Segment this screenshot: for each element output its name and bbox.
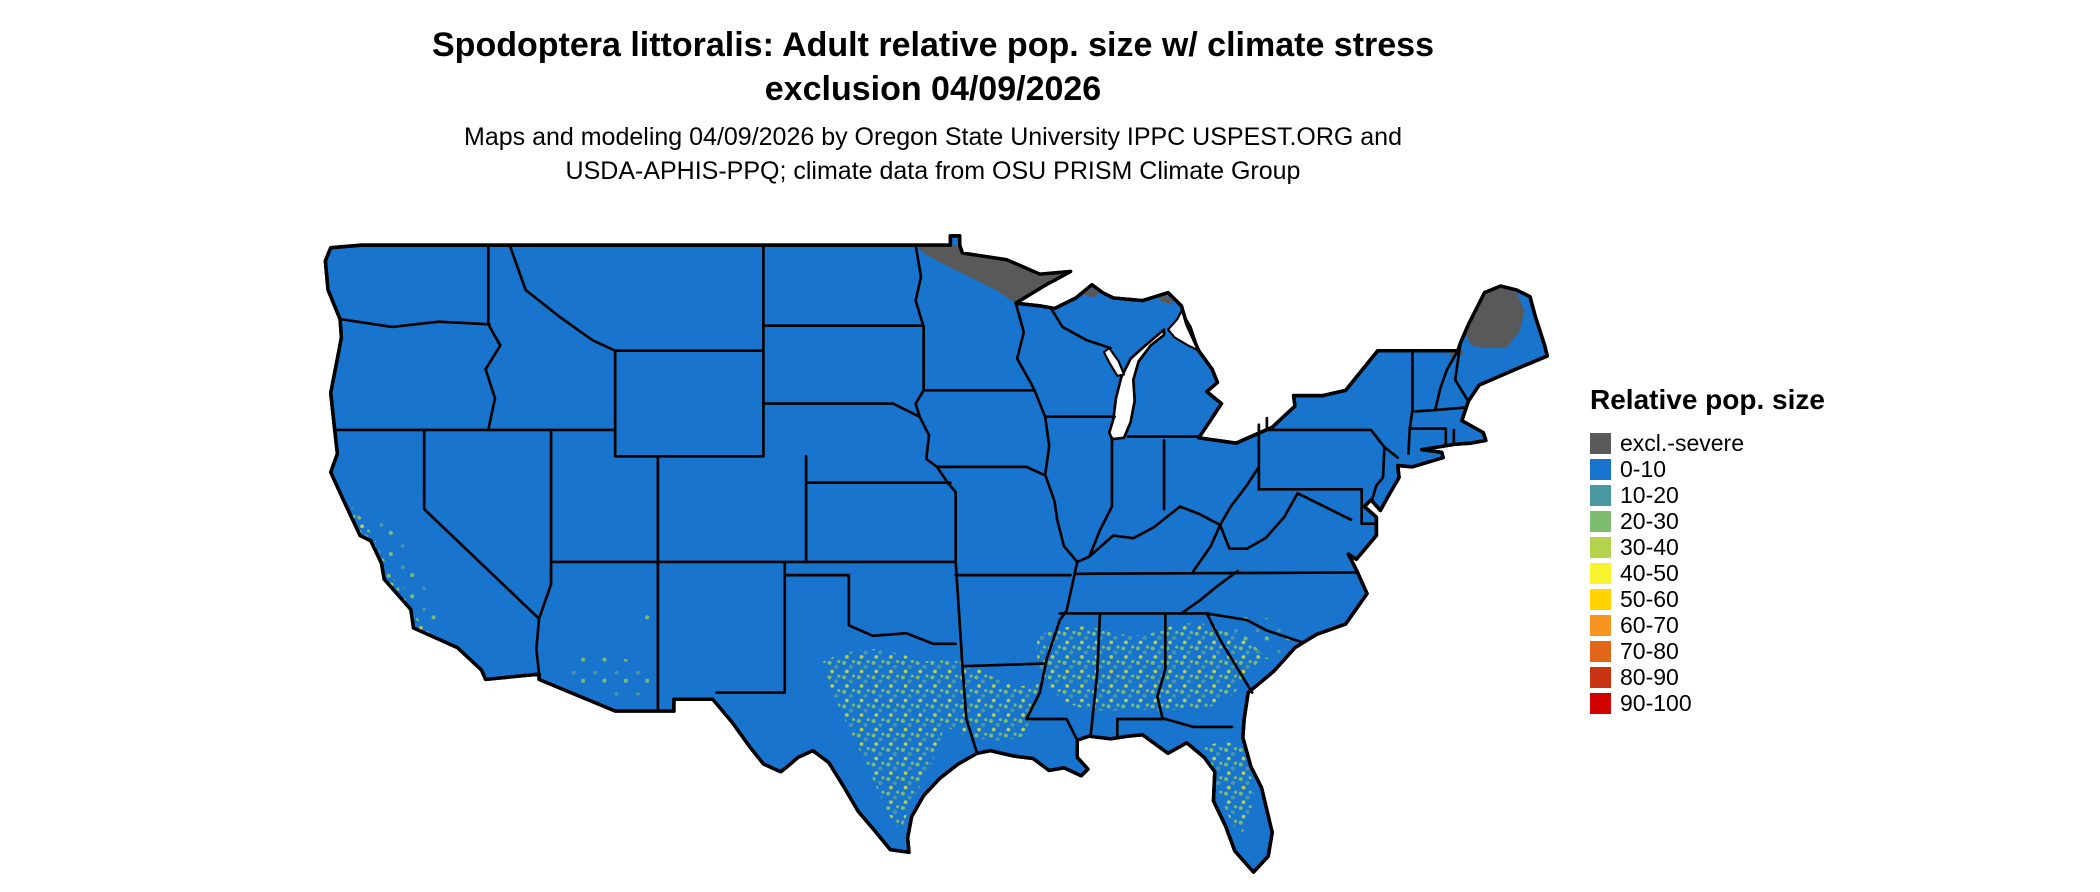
legend-label: 20-30: [1620, 508, 1679, 534]
title-line-2: exclusion 04/09/2026: [764, 70, 1102, 108]
exclusion-minnesota: [915, 245, 1068, 304]
speckle-florida: [1204, 742, 1255, 837]
legend-row: 70-80: [1590, 638, 1825, 664]
legend-title: Relative pop. size: [1590, 384, 1825, 415]
legend-items: excl.-severe 0-10 10-20 20-30 30-40 40-5…: [1590, 430, 1825, 716]
subtitle-line-1: Maps and modeling 04/09/2026 by Oregon S…: [464, 123, 1402, 151]
subtitle-line-2: USDA-APHIS-PPQ; climate data from OSU PR…: [565, 157, 1301, 185]
green-bay: [1102, 347, 1126, 377]
legend-swatch: [1590, 692, 1611, 714]
page-title: Spodoptera littoralis: Adult relative po…: [432, 23, 1434, 111]
us-map: [323, 234, 1550, 874]
legend-swatch: [1590, 562, 1611, 584]
legend-label: 70-80: [1620, 638, 1679, 664]
legend-label: 90-100: [1620, 690, 1692, 716]
legend-swatch: [1590, 510, 1611, 532]
lake-michigan: [1107, 328, 1166, 441]
legend-row: 40-50: [1590, 560, 1825, 586]
legend-swatch: [1590, 640, 1611, 662]
legend: Relative pop. size excl.-severe 0-10 10-…: [1590, 384, 1825, 716]
speckle-gulf-states: [1036, 622, 1263, 712]
legend-label: 30-40: [1620, 534, 1679, 560]
legend-row: 0-10: [1590, 456, 1825, 482]
state-borders: [333, 243, 1469, 755]
title-line-1: Spodoptera littoralis: Adult relative po…: [432, 26, 1434, 64]
us-land: [323, 234, 1550, 874]
legend-row: 80-90: [1590, 664, 1825, 690]
legend-row: 60-70: [1590, 612, 1825, 638]
legend-label: excl.-severe: [1620, 430, 1744, 456]
speckle-arizona: [569, 654, 654, 698]
speckle-carolinas: [1230, 617, 1303, 660]
speckle-louisiana: [919, 660, 1039, 741]
page-subtitle: Maps and modeling 04/09/2026 by Oregon S…: [464, 120, 1402, 188]
legend-row: 10-20: [1590, 482, 1825, 508]
legend-label: 60-70: [1620, 612, 1679, 638]
legend-row: 50-60: [1590, 586, 1825, 612]
legend-label: 10-20: [1620, 482, 1679, 508]
legend-swatch: [1590, 484, 1611, 506]
legend-swatch: [1590, 458, 1611, 480]
speckle-california-inland: [374, 503, 440, 624]
legend-label: 50-60: [1620, 586, 1679, 612]
speckle-california-coast: [350, 506, 481, 679]
legend-label: 0-10: [1620, 456, 1667, 482]
legend-row: 30-40: [1590, 534, 1825, 560]
legend-swatch: [1590, 614, 1611, 636]
speckle-new-mexico: [636, 611, 668, 631]
legend-swatch: [1590, 432, 1611, 454]
legend-row: excl.-severe: [1590, 430, 1825, 456]
legend-label: 80-90: [1620, 664, 1679, 690]
speckle-texas: [822, 649, 946, 832]
legend-row: 20-30: [1590, 508, 1825, 534]
legend-swatch: [1590, 588, 1611, 610]
legend-row: 90-100: [1590, 690, 1825, 716]
legend-swatch: [1590, 536, 1611, 558]
legend-label: 40-50: [1620, 560, 1679, 586]
legend-swatch: [1590, 666, 1611, 688]
